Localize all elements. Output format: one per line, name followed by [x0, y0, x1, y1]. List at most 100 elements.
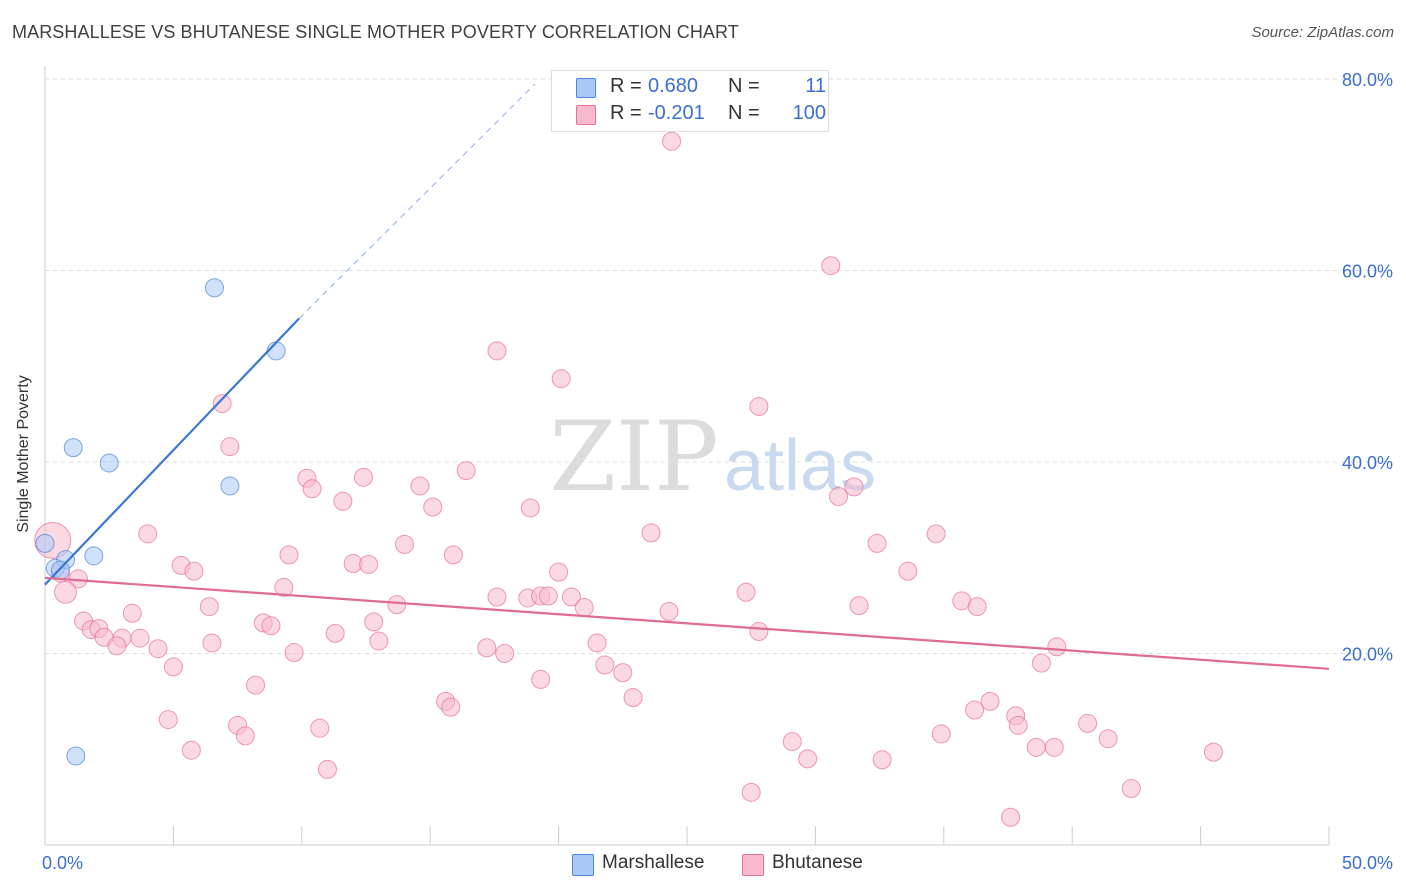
watermark-zip: ZIP [549, 401, 718, 513]
point-bhutanese-10 [410, 476, 430, 496]
trend-line-marshallese-extension [298, 83, 536, 319]
point-bhutanese-88 [782, 732, 802, 752]
point-marshallese-0 [204, 278, 224, 298]
point-bhutanese-59 [369, 631, 389, 651]
gridlines [45, 78, 1392, 654]
point-bhutanese-66 [495, 644, 515, 663]
point-bhutanese-98 [1001, 807, 1021, 827]
point-bhutanese-84 [310, 718, 330, 738]
series-legend: Marshallese Bhutanese [0, 852, 1406, 878]
point-bhutanese-50 [261, 616, 281, 636]
point-bhutanese-5 [212, 394, 232, 414]
point-bhutanese-12 [844, 477, 864, 497]
point-bhutanese-18 [641, 523, 661, 543]
point-bhutanese-82 [1078, 713, 1098, 733]
y-tick-label-1: 40.0% [1342, 453, 1393, 473]
point-bhutanese-20 [867, 533, 887, 553]
watermark: ZIP atlas [549, 401, 876, 513]
point-bhutanese-13 [829, 486, 849, 506]
point-bhutanese-14 [333, 491, 353, 511]
point-bhutanese-33 [736, 582, 756, 602]
point-bhutanese-35 [487, 587, 507, 607]
point-bhutanese-96 [1121, 779, 1141, 799]
point-bhutanese-43 [574, 598, 594, 618]
n-label: N = [728, 102, 760, 124]
point-bhutanese-27 [184, 561, 204, 581]
point-bhutanese-8 [353, 467, 373, 487]
n-value: 100 [792, 102, 826, 124]
y-axis-label: Single Mother Poverty [15, 375, 32, 533]
point-bhutanese-91 [181, 740, 201, 760]
point-bhutanese-22 [279, 545, 299, 565]
point-bhutanese-72 [531, 669, 551, 689]
y-tick-label-2: 60.0% [1342, 262, 1393, 282]
point-bhutanese-60 [202, 633, 222, 653]
legend-swatch-marshallese [572, 854, 594, 876]
point-marshallese-1 [266, 341, 286, 361]
point-bhutanese-23 [443, 545, 463, 565]
legend-swatch-marshallese [576, 78, 596, 98]
x-tick-label-1: 50.0% [1342, 853, 1393, 873]
data-points [34, 131, 1223, 827]
legend-label: Bhutanese [772, 852, 863, 873]
source-label: Source: ZipAtlas.com [1251, 24, 1394, 41]
point-bhutanese-4 [749, 396, 769, 416]
point-bhutanese-16 [520, 498, 540, 518]
chart-title: MARSHALLESE VS BHUTANESE SINGLE MOTHER P… [12, 22, 739, 42]
point-bhutanese-1 [821, 256, 841, 276]
legend-swatch-bhutanese [742, 854, 764, 876]
point-bhutanese-7 [456, 461, 476, 481]
y-tick-label-3: 80.0% [1342, 70, 1393, 90]
r-label: R = [610, 75, 642, 97]
point-bhutanese-0 [662, 131, 682, 151]
point-bhutanese-38 [538, 586, 558, 606]
point-bhutanese-62 [107, 636, 127, 656]
point-bhutanese-15 [423, 497, 443, 517]
point-bhutanese-77 [980, 691, 1000, 711]
point-bhutanese-92 [1203, 742, 1223, 762]
point-bhutanese-28 [898, 561, 918, 581]
point-bhutanese-86 [931, 724, 951, 744]
correlation-legend: R = 0.680 N = 11 R = -0.201 N = 100 [551, 70, 829, 132]
point-bhutanese-80 [158, 710, 178, 730]
point-bhutanese-76 [441, 697, 461, 717]
point-bhutanese-21 [395, 534, 415, 554]
point-bhutanese-97 [741, 782, 761, 802]
point-bhutanese-87 [1098, 729, 1118, 749]
point-marshallese-10 [66, 746, 86, 766]
r-value: -0.201 [648, 102, 705, 124]
point-bhutanese-90 [1044, 737, 1064, 757]
legend-swatch-bhutanese [576, 105, 596, 125]
point-bhutanese-85 [235, 726, 255, 746]
point-bhutanese-73 [246, 675, 266, 695]
point-bhutanese-44 [849, 596, 869, 616]
point-bhutanese-29 [549, 562, 569, 582]
point-marshallese-5 [35, 533, 55, 553]
point-bhutanese-69 [595, 655, 615, 675]
point-marshallese-3 [99, 453, 119, 473]
point-bhutanese-6 [220, 437, 240, 457]
point-bhutanese-67 [1047, 637, 1067, 657]
point-bhutanese-32 [274, 577, 294, 597]
point-bhutanese-46 [659, 601, 679, 621]
point-bhutanese-70 [163, 657, 183, 677]
tick-labels: 20.0% 40.0% 60.0% 80.0% 0.0% 50.0% [42, 70, 1393, 873]
point-bhutanese-25 [359, 554, 379, 574]
point-bhutanese-61 [587, 633, 607, 653]
point-bhutanese-34 [54, 580, 78, 604]
point-bhutanese-71 [613, 663, 633, 683]
point-bhutanese-11 [302, 479, 322, 499]
point-bhutanese-55 [749, 621, 769, 641]
point-bhutanese-81 [1008, 715, 1028, 735]
point-bhutanese-58 [130, 628, 150, 648]
point-bhutanese-64 [477, 638, 497, 658]
r-label: R = [610, 102, 642, 124]
legend-label: Marshallese [602, 852, 705, 873]
point-bhutanese-41 [387, 595, 407, 615]
n-value: 11 [805, 75, 826, 97]
point-bhutanese-51 [364, 612, 384, 632]
point-bhutanese-45 [967, 597, 987, 617]
point-marshallese-2 [63, 438, 83, 458]
point-bhutanese-94 [872, 750, 892, 770]
point-bhutanese-2 [487, 341, 507, 361]
